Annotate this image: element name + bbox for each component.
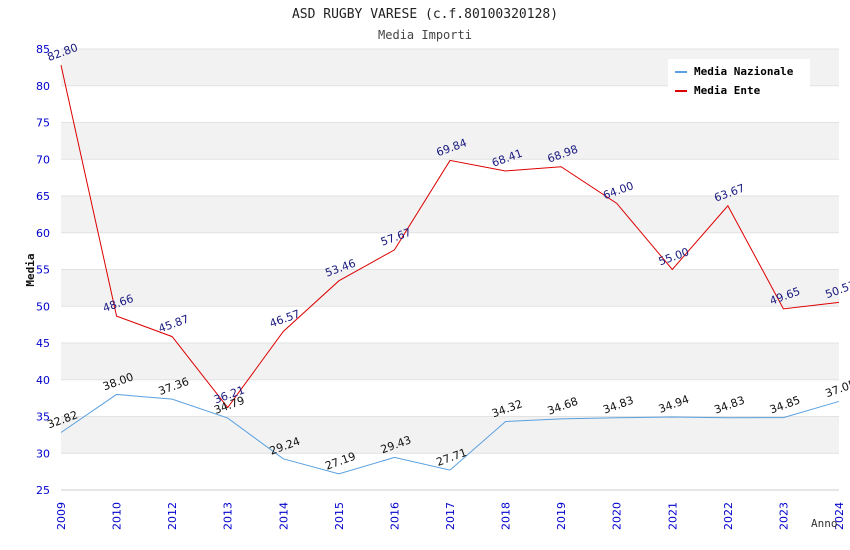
x-tick-label: 2013 bbox=[222, 502, 235, 530]
legend-box bbox=[668, 59, 810, 101]
series-line-ente bbox=[60, 65, 840, 409]
legend-label-ente: Media Ente bbox=[694, 84, 761, 97]
x-tick-label: 2012 bbox=[166, 502, 179, 530]
y-tick-label: 80 bbox=[36, 80, 50, 93]
x-tick-label: 2010 bbox=[111, 502, 124, 530]
chart-subtitle: Media Importi bbox=[378, 28, 472, 42]
grid-band bbox=[61, 343, 839, 380]
y-axis-label: Media bbox=[24, 253, 37, 286]
series-line-nazionale bbox=[60, 393, 840, 475]
series-group bbox=[60, 65, 840, 475]
grid-band bbox=[61, 379, 839, 417]
y-tick-label: 60 bbox=[36, 227, 50, 240]
x-tick-label: 2022 bbox=[722, 502, 735, 530]
grid-band bbox=[61, 306, 839, 343]
x-tick-label: 2024 bbox=[833, 502, 846, 530]
grid-band bbox=[61, 269, 839, 307]
y-tick-label: 50 bbox=[36, 300, 50, 313]
x-tick-label: 2009 bbox=[55, 502, 68, 530]
y-tick-label: 25 bbox=[36, 484, 50, 497]
y-tick-label: 45 bbox=[36, 337, 50, 350]
y-tick-label: 85 bbox=[36, 43, 50, 56]
x-tick-label: 2018 bbox=[500, 502, 513, 530]
x-tick-label: 2023 bbox=[777, 502, 790, 530]
y-tick-label: 75 bbox=[36, 117, 50, 130]
legend: Media Nazionale Media Ente bbox=[668, 59, 810, 101]
x-axis-label: Anno bbox=[811, 517, 838, 530]
grid-bands bbox=[61, 48, 839, 491]
x-tick-label: 2019 bbox=[555, 502, 568, 530]
x-tick-label: 2014 bbox=[277, 502, 290, 530]
x-tick-label: 2016 bbox=[388, 502, 401, 530]
x-tick-label: 2021 bbox=[666, 502, 679, 530]
legend-label-nazionale: Media Nazionale bbox=[694, 65, 794, 78]
y-tick-label: 70 bbox=[36, 153, 50, 166]
y-tick-label: 65 bbox=[36, 190, 50, 203]
x-tick-label: 2017 bbox=[444, 502, 457, 530]
y-tick-label: 30 bbox=[36, 447, 50, 460]
grid-band bbox=[61, 416, 839, 454]
y-axis-ticks: 25 30 35 40 45 50 55 60 65 70 75 80 85 bbox=[36, 43, 50, 497]
chart-title: ASD RUGBY VARESE (c.f.80100320128) bbox=[292, 7, 558, 22]
x-tick-label: 2020 bbox=[611, 502, 624, 530]
y-tick-label: 55 bbox=[36, 264, 50, 277]
grid-band bbox=[61, 122, 839, 160]
x-tick-label: 2015 bbox=[333, 502, 346, 530]
grid-band bbox=[61, 159, 839, 196]
y-tick-label: 35 bbox=[36, 411, 50, 424]
y-tick-label: 40 bbox=[36, 374, 50, 387]
grid-band bbox=[61, 232, 839, 270]
grid-band bbox=[61, 453, 839, 490]
x-axis-ticks: 2009 2010 2012 2013 2014 2015 2016 2017 2018 2019… bbox=[55, 502, 846, 530]
